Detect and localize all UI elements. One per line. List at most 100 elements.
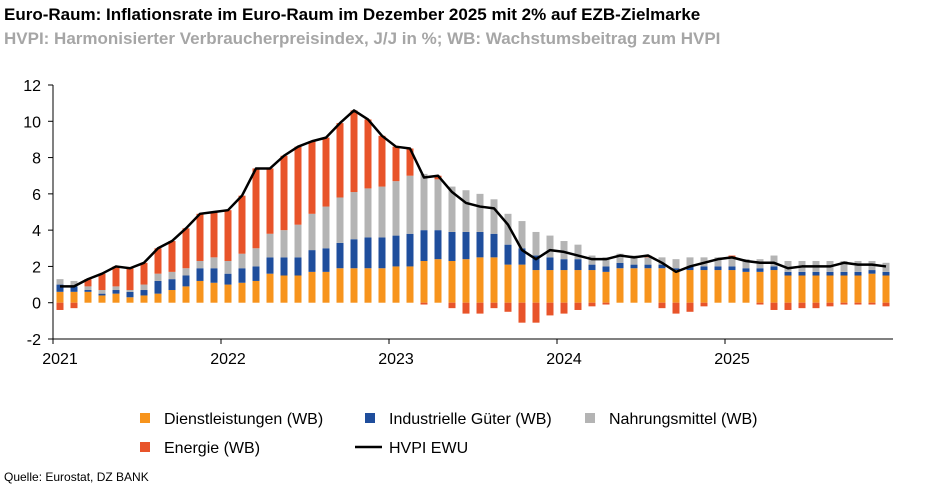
bar — [546, 270, 554, 303]
bar — [112, 266, 120, 287]
bar — [560, 241, 568, 260]
bar — [784, 275, 792, 303]
bar — [70, 291, 78, 303]
bar — [168, 290, 176, 303]
bar — [140, 295, 148, 303]
bar — [462, 302, 470, 314]
bar — [434, 179, 442, 231]
bar — [518, 302, 526, 323]
bar — [742, 268, 750, 272]
bar — [322, 248, 330, 272]
bar — [238, 282, 246, 303]
bar — [448, 302, 456, 309]
bar — [350, 192, 358, 240]
bar — [56, 279, 64, 285]
bar — [798, 271, 806, 276]
bar — [518, 221, 526, 249]
bar — [224, 260, 232, 274]
bar — [602, 266, 610, 272]
bar — [56, 291, 64, 303]
bar — [588, 264, 596, 271]
bar — [476, 257, 484, 303]
bar — [378, 135, 386, 187]
bar — [140, 284, 148, 291]
bar — [588, 302, 596, 307]
bar — [854, 275, 862, 303]
bar — [882, 262, 890, 272]
bar — [784, 302, 792, 310]
bar — [658, 257, 666, 265]
chart-subtitle: HVPI: Harmonisierter Verbraucherpreisind… — [4, 29, 720, 48]
bar — [224, 210, 232, 261]
bar — [56, 284, 64, 292]
bar — [700, 270, 708, 303]
bar — [84, 290, 92, 292]
bar — [126, 291, 134, 298]
bar — [672, 259, 680, 269]
bar — [546, 235, 554, 258]
bar — [532, 302, 540, 323]
bar — [518, 264, 526, 303]
bar — [686, 302, 694, 312]
bar — [476, 193, 484, 232]
bar — [280, 275, 288, 303]
bar — [462, 190, 470, 232]
bar — [756, 268, 764, 272]
bar — [168, 271, 176, 280]
bar — [448, 260, 456, 303]
bar — [378, 268, 386, 303]
bar — [154, 293, 162, 303]
bar — [252, 168, 260, 249]
bar — [434, 230, 442, 260]
y-tick-label: 8 — [32, 151, 41, 168]
bar — [532, 255, 540, 271]
bar — [364, 188, 372, 238]
legend-swatch — [585, 413, 595, 423]
bar — [322, 271, 330, 303]
bar — [630, 264, 638, 269]
y-tick-label: 0 — [32, 296, 41, 313]
bar — [686, 270, 694, 303]
bar — [812, 271, 820, 276]
x-tick-label: 2021 — [42, 351, 78, 368]
bar — [574, 302, 582, 310]
bar — [462, 259, 470, 303]
bar — [784, 271, 792, 276]
y-tick-label: -2 — [27, 332, 41, 349]
bar — [560, 270, 568, 303]
bar — [168, 279, 176, 291]
bar — [546, 257, 554, 271]
bar — [224, 273, 232, 285]
bar — [504, 213, 512, 245]
bar — [448, 186, 456, 232]
bar — [420, 260, 428, 303]
bar — [770, 266, 778, 271]
bar — [336, 197, 344, 243]
bar — [504, 244, 512, 265]
bar — [182, 268, 190, 276]
bar — [756, 302, 764, 305]
bar — [854, 260, 862, 272]
bar — [322, 206, 330, 249]
bar — [882, 271, 890, 276]
bar — [406, 148, 414, 176]
bar — [868, 273, 876, 303]
legend-label: Dienstleistungen (WB) — [164, 411, 323, 428]
bar — [770, 270, 778, 303]
bar — [882, 302, 890, 307]
bar — [196, 280, 204, 303]
bar — [630, 255, 638, 265]
legend-swatch — [365, 413, 375, 423]
bar — [756, 271, 764, 303]
bar — [84, 291, 92, 303]
bar — [336, 242, 344, 269]
bar — [658, 302, 666, 309]
line — [60, 109, 887, 288]
bar — [672, 268, 680, 271]
bar — [770, 255, 778, 267]
bar — [154, 280, 162, 294]
bar — [364, 119, 372, 189]
bar — [154, 248, 162, 274]
bar — [490, 233, 498, 258]
bar — [518, 248, 526, 265]
